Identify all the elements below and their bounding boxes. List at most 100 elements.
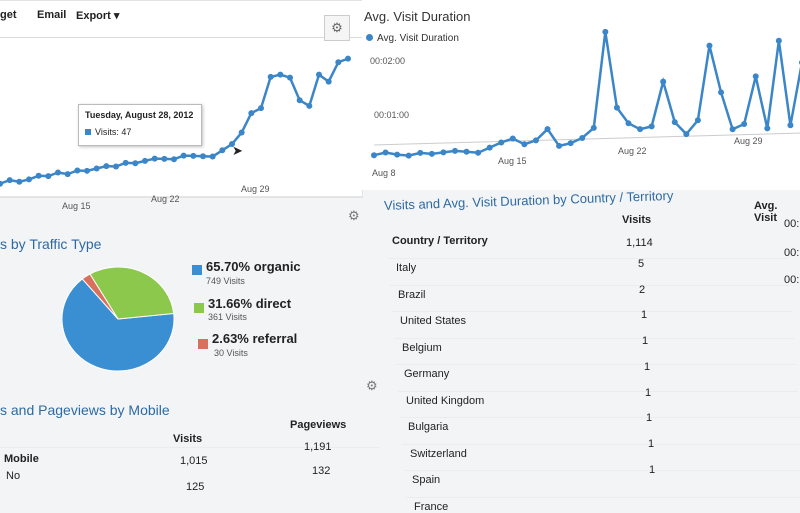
data-point[interactable] [567,140,574,147]
data-point[interactable] [103,163,110,170]
data-point[interactable] [382,149,389,156]
data-point[interactable] [683,131,690,138]
data-point[interactable] [625,120,632,127]
data-point[interactable] [428,150,435,157]
gear-icon[interactable]: ⚙ [366,378,378,393]
data-point[interactable] [498,139,505,146]
data-point[interactable] [556,142,563,149]
data-point[interactable] [248,110,255,117]
table-row[interactable]: Bulgaria [408,421,449,433]
table-row[interactable]: United States [400,315,467,327]
table-row[interactable]: Italy [396,262,417,274]
data-point[interactable] [637,126,644,133]
data-point[interactable] [706,42,713,49]
data-point[interactable] [64,171,71,178]
table-row[interactable]: Spain [412,474,441,486]
email-button[interactable]: Email [37,9,67,21]
data-point[interactable] [0,180,3,187]
data-point[interactable] [325,78,332,85]
data-point[interactable] [122,159,129,166]
data-point[interactable] [486,144,493,151]
data-point[interactable] [521,141,528,148]
data-point[interactable] [335,59,342,66]
data-point[interactable] [417,149,424,156]
budget-menu[interactable]: get [0,9,17,21]
data-point[interactable] [306,102,313,109]
data-point[interactable] [190,152,197,159]
data-point[interactable] [287,74,293,81]
data-point[interactable] [209,153,216,160]
data-point[interactable] [345,55,351,62]
data-point[interactable] [405,152,412,159]
direct-slice[interactable] [89,266,175,320]
data-point[interactable] [200,153,206,160]
data-point[interactable] [316,71,322,78]
data-point[interactable] [74,167,81,174]
table-row[interactable]: France [414,500,449,513]
table-row[interactable]: Germany [404,368,450,380]
data-point[interactable] [718,89,725,96]
data-point[interactable] [463,148,470,155]
data-point[interactable] [371,152,377,159]
gear-icon[interactable]: ⚙ [348,208,360,223]
data-point[interactable] [171,156,177,163]
data-point[interactable] [775,37,782,44]
data-point[interactable] [648,123,655,130]
data-point[interactable] [440,149,447,156]
data-point[interactable] [258,105,264,112]
data-point[interactable] [509,135,516,142]
data-point[interactable] [219,147,226,154]
data-point[interactable] [296,97,303,104]
chart-settings-button[interactable]: ⚙ [324,15,350,41]
country-col-header: Country / Territory [392,235,488,247]
x-label-aug8: Aug 8 [372,168,396,178]
data-point[interactable] [451,147,458,154]
data-point[interactable] [694,117,701,124]
data-point[interactable] [6,177,13,184]
data-point[interactable] [180,152,187,159]
data-point[interactable] [93,165,100,172]
data-point[interactable] [35,172,42,179]
table-row[interactable]: Brazil [398,288,426,301]
data-point[interactable] [787,122,794,129]
export-menu[interactable]: Export ▾ [76,10,120,22]
table-row[interactable]: Belgium [402,341,442,354]
data-point[interactable] [267,73,274,80]
data-point[interactable] [151,155,158,162]
data-point[interactable] [532,137,539,144]
data-point[interactable] [579,134,586,141]
data-point[interactable] [277,71,284,78]
data-point[interactable] [161,155,168,162]
mobile-title: s and Pageviews by Mobile [0,402,170,418]
table-row[interactable]: No [6,470,21,482]
data-point[interactable] [26,176,32,183]
data-point[interactable] [45,173,52,180]
table-row[interactable]: Switzerland [410,447,467,460]
data-point[interactable] [741,121,748,127]
data-point[interactable] [544,126,551,133]
x-label-aug29: Aug 29 [241,184,270,194]
data-point[interactable] [55,169,61,176]
referral-slice[interactable] [81,273,119,320]
data-point[interactable] [229,141,235,148]
data-point[interactable] [602,28,609,35]
data-point[interactable] [142,157,148,164]
data-point[interactable] [16,178,23,185]
table-row[interactable]: United Kingdom [406,394,485,407]
data-point[interactable] [660,78,667,85]
table-row: 132 [312,465,331,477]
referral-visits: 30 Visits [214,348,248,358]
data-point[interactable] [729,126,736,133]
data-point[interactable] [84,167,90,174]
data-point[interactable] [113,163,119,170]
data-point[interactable] [132,160,139,167]
data-point[interactable] [238,129,245,136]
data-point[interactable] [394,151,401,158]
data-point[interactable] [764,125,771,132]
data-point[interactable] [671,119,678,126]
data-point[interactable] [590,124,597,131]
data-point[interactable] [752,73,759,80]
data-point[interactable] [475,149,482,156]
organic-slice[interactable] [62,278,175,372]
data-point[interactable] [613,104,620,111]
